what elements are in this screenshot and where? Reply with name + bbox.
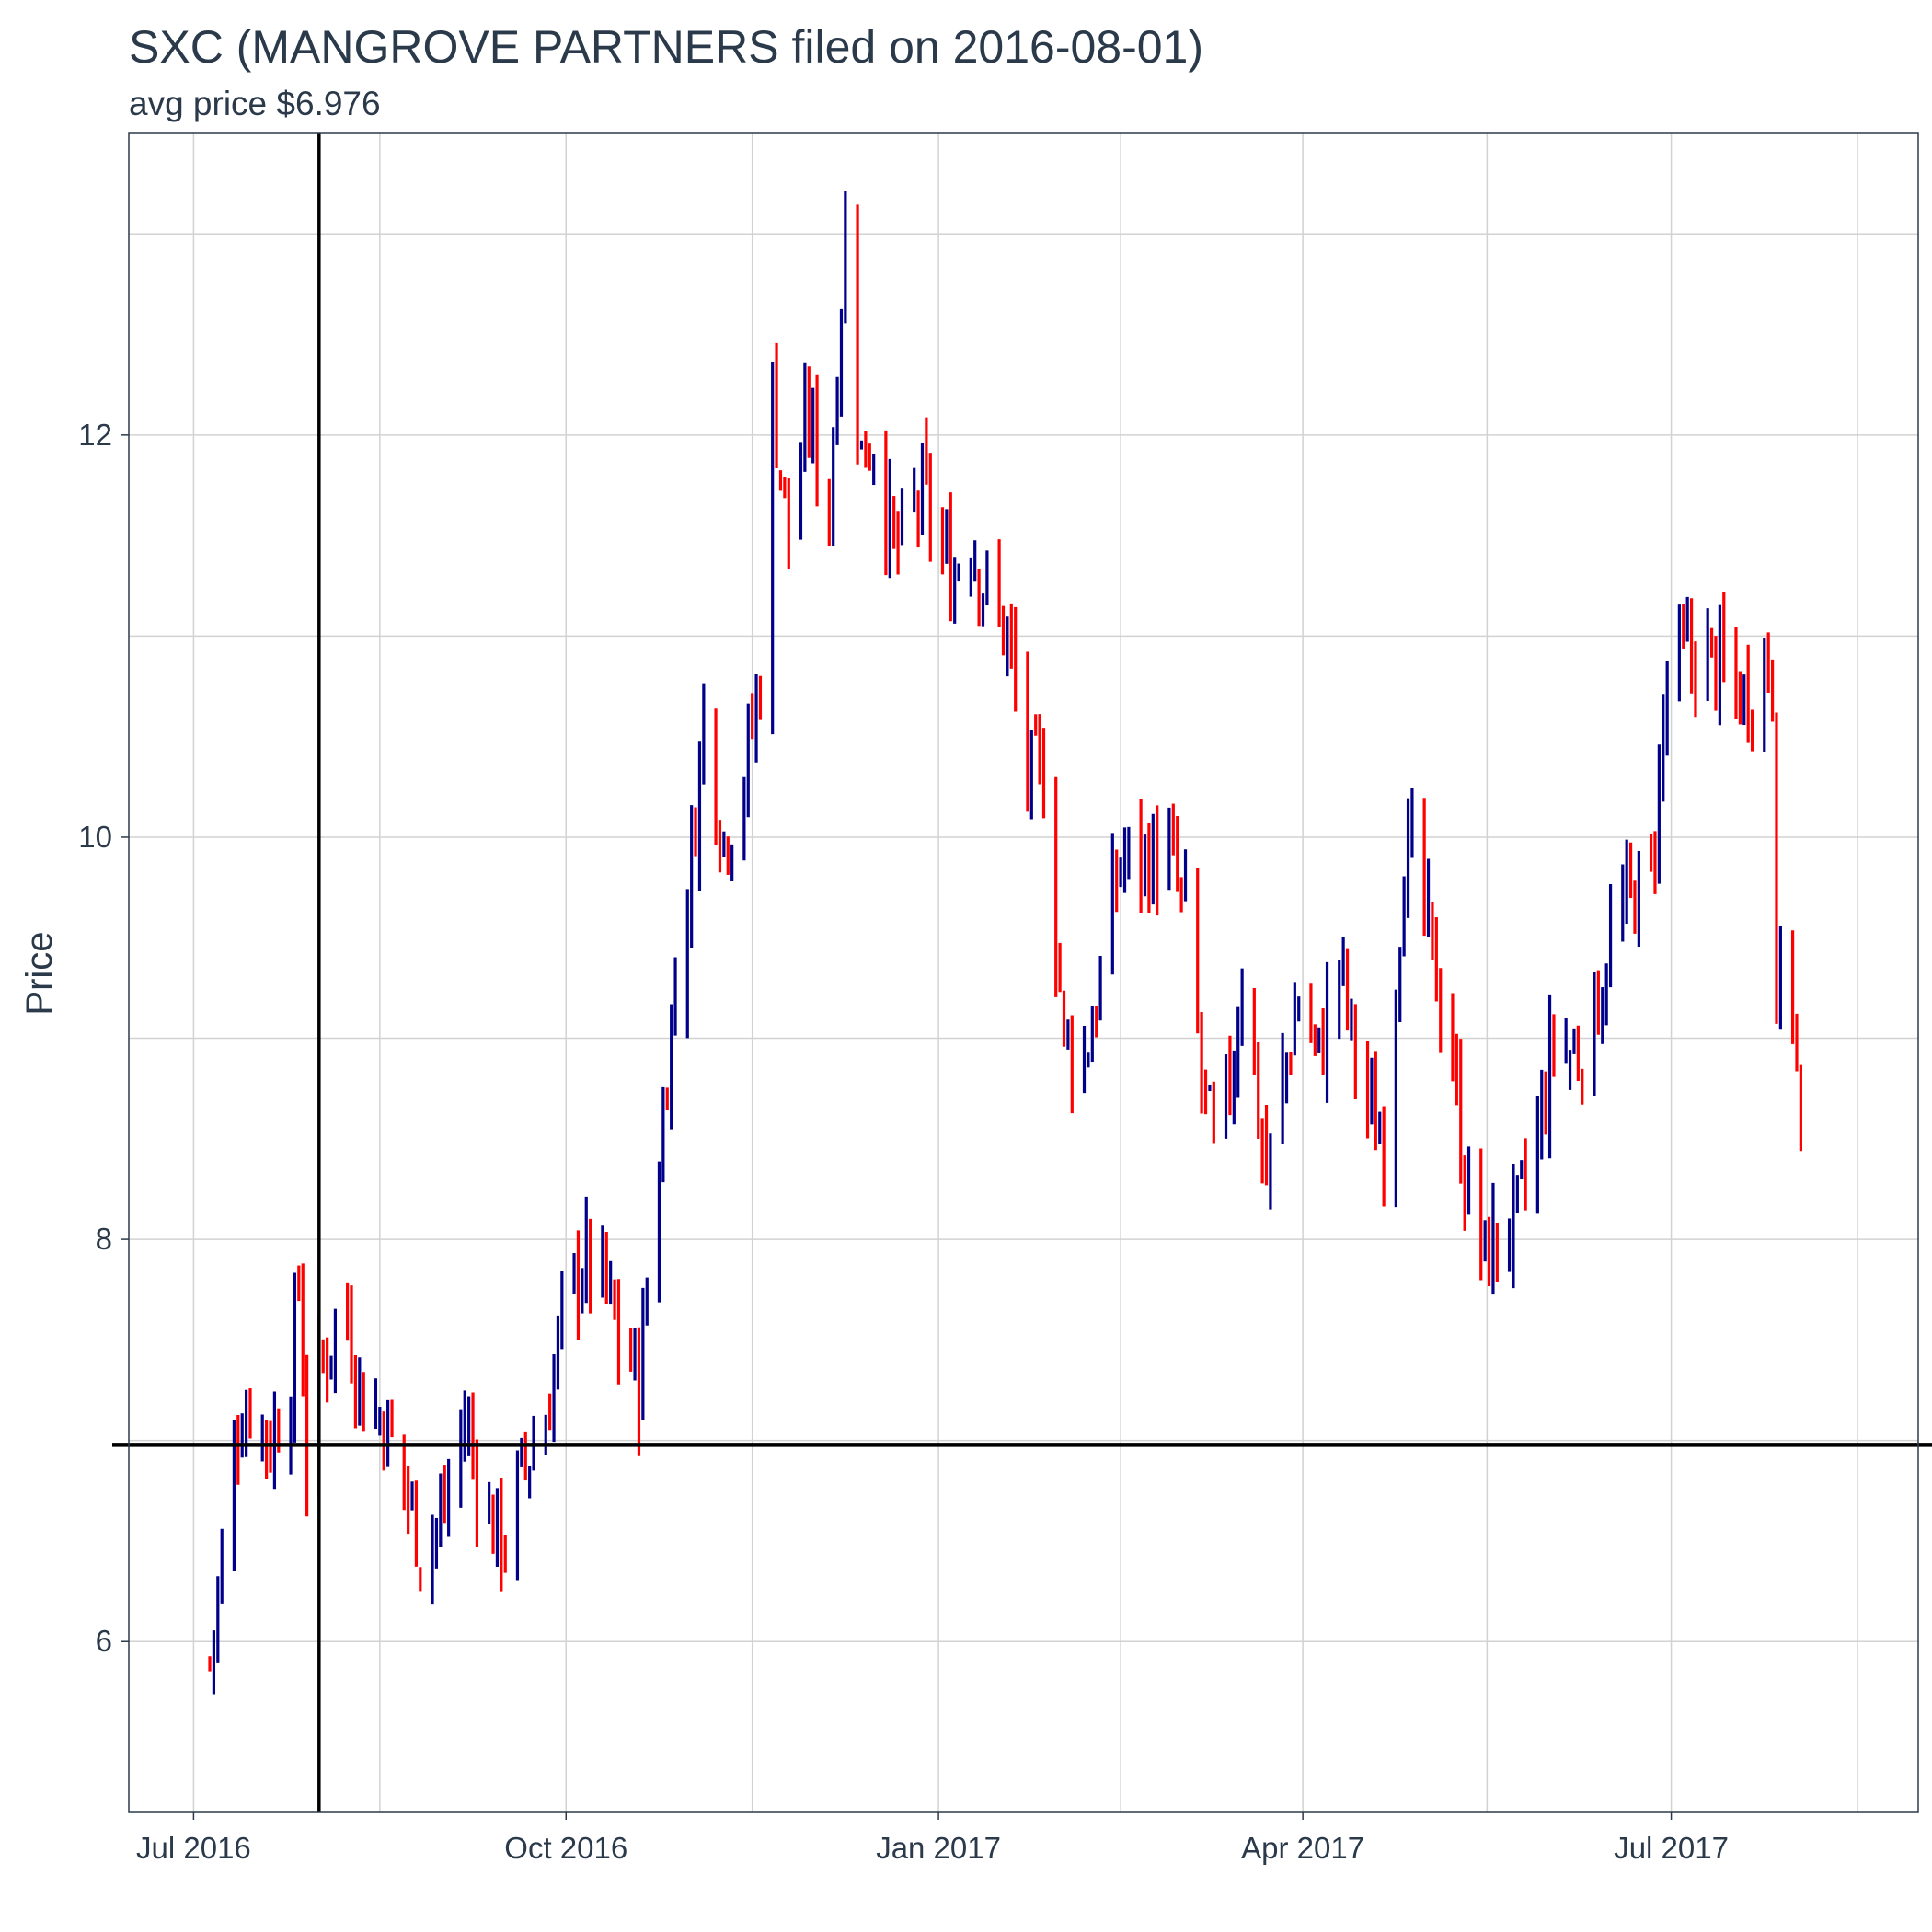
chart-title: SXC (MANGROVE PARTNERS filed on 2016-08-… xyxy=(129,21,1203,73)
y-tick-label: 12 xyxy=(78,418,112,452)
grid-lines xyxy=(129,133,1918,1812)
x-tick-label: Jul 2017 xyxy=(1614,1831,1729,1865)
y-tick-label: 8 xyxy=(96,1222,112,1256)
price-bars xyxy=(208,191,1802,1695)
y-axis-ticks: 6 8 10 12 xyxy=(78,418,129,1658)
plot-panel xyxy=(128,132,1919,1813)
x-axis-ticks: Jul 2016 Oct 2016 Jan 2017 Apr 2017 Jul 2017 xyxy=(136,1812,1729,1865)
x-tick-label: Jul 2016 xyxy=(136,1831,251,1865)
y-tick-label: 6 xyxy=(96,1624,112,1658)
y-axis-title: Price xyxy=(19,931,60,1015)
x-tick-label: Jan 2017 xyxy=(876,1831,1001,1865)
reference-lines xyxy=(112,133,1932,1812)
y-tick-label: 10 xyxy=(78,820,112,854)
x-tick-label: Apr 2017 xyxy=(1241,1831,1364,1865)
chart-subtitle: avg price $6.976 xyxy=(129,85,381,122)
x-tick-label: Oct 2016 xyxy=(504,1831,627,1865)
